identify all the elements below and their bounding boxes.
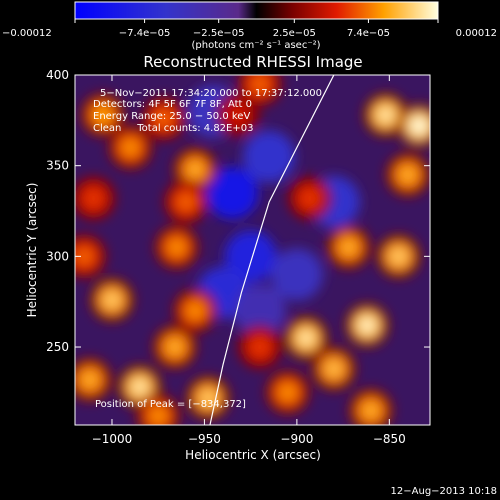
heatmap-cell-core (187, 161, 204, 178)
x-tick-label: −1000 (92, 432, 133, 446)
y-tick-label: 350 (46, 159, 69, 173)
y-tick-label: 300 (46, 249, 69, 263)
y-tick-label: 250 (46, 340, 69, 354)
x-axis-label: Heliocentric X (arcsec) (185, 448, 321, 462)
heatmap-cell-core (122, 139, 139, 156)
heatmap-cell-core (377, 106, 394, 123)
colorbar-tick-label: −0.00012 (2, 28, 52, 39)
heatmap-cell-core (103, 291, 120, 308)
heatmap-cell-core (251, 76, 268, 93)
colorbar-tick-label: 2.5e−05 (273, 28, 316, 39)
heatmap-cell-core (325, 360, 342, 377)
colorbar-unit-label: (photons cm⁻² s⁻¹ asec⁻²) (191, 40, 320, 51)
heatmap-cell-core (399, 166, 416, 183)
heatmap-image (75, 75, 430, 425)
heatmap-cell-core (362, 402, 379, 419)
x-axis: −1000 −950 −900 −850 (92, 75, 406, 446)
heatmap-cell-core (85, 190, 102, 207)
heatmap-cell-core (131, 378, 148, 395)
footer-date: 12−Aug−2013 10:18 (391, 486, 497, 497)
heatmap-cell-negative (270, 248, 323, 301)
colorbar-tick-label: −7.4e−05 (119, 28, 171, 39)
plot-frame (74, 74, 431, 426)
heatmap-cell-core (94, 106, 111, 123)
heatmap-cell-core (359, 317, 376, 334)
colorbar (74, 1, 439, 20)
x-tick-label: −950 (188, 432, 221, 446)
annotation-clean: Clean Total counts: 4.82E+03 (93, 123, 253, 134)
x-tick-label: −900 (280, 432, 313, 446)
heatmap-cell-core (410, 117, 427, 134)
annotation-energy: Energy Range: 25.0 − 50.0 keV (93, 111, 250, 122)
colorbar-tick-label: 0.00012 (456, 28, 497, 39)
heatmap-cell-core (81, 371, 98, 388)
heatmap-cell-core (340, 239, 357, 256)
colorbar-ticks: −0.00012 −7.4e−05 −2.5e−05 2.5e−05 7.4e−05 0.… (2, 19, 497, 39)
heatmap-cell-negative (206, 166, 259, 219)
colorbar-tick-label: 7.4e−05 (347, 28, 390, 39)
colorbar-tick-label: −2.5e−05 (193, 28, 245, 39)
y-axis: 250 300 350 400 (46, 68, 430, 354)
heatmap-cell-core (298, 329, 315, 346)
heatmap-cell-negative (224, 230, 277, 283)
heatmap-cell-core (155, 110, 172, 127)
y-tick-label: 400 (46, 68, 69, 82)
heatmap-cell-core (390, 248, 407, 265)
heatmap-cell-core (200, 389, 217, 406)
y-axis-label: Heliocentric Y (arcsec) (25, 183, 39, 318)
heatmap-cell-negative (243, 130, 296, 183)
heatmap-cell-core (168, 239, 185, 256)
heatmap-cell-core (279, 384, 296, 401)
heatmap-cell-core (166, 339, 183, 356)
heatmap-cell-negative (233, 284, 286, 337)
heatmap-cell-core (150, 407, 167, 424)
x-tick-label: −850 (373, 432, 406, 446)
chart-title: Reconstructed RHESSI Image (143, 53, 362, 71)
heatmap-cell-core (76, 248, 93, 265)
heatmap-cell-core (187, 302, 204, 319)
annotation-detectors: Detectors: 4F 5F 6F 7F 8F, Att 0 (93, 99, 252, 110)
annotation-peak: Position of Peak = [−834,372] (95, 399, 246, 410)
annotation-time: 5−Nov−2011 17:34:20.000 to 17:37:12.000 (100, 88, 322, 99)
heatmap-cell-core (301, 190, 318, 207)
heatmap-cell-core (251, 339, 268, 356)
solar-limb-curve (209, 75, 335, 425)
heatmap-cell-core (177, 193, 194, 210)
heatmap-cell-core (229, 106, 246, 123)
